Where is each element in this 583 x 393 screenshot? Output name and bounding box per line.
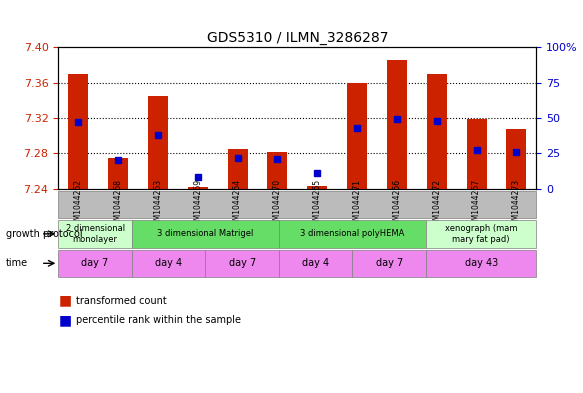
Text: GSM1044269: GSM1044269 [193, 179, 202, 230]
Text: day 4: day 4 [302, 258, 329, 268]
Text: 2 dimensional
monolayer: 2 dimensional monolayer [65, 224, 125, 244]
Text: GSM1044273: GSM1044273 [512, 179, 521, 230]
Bar [387, 61, 407, 189]
Bar [68, 74, 88, 189]
Bar [279, 220, 426, 248]
Bar [353, 250, 426, 277]
Text: GSM1044270: GSM1044270 [273, 179, 282, 230]
Text: GSM1044268: GSM1044268 [114, 179, 122, 230]
Text: GSM1044262: GSM1044262 [73, 179, 83, 230]
Text: GSM1044267: GSM1044267 [472, 179, 481, 230]
Bar [347, 83, 367, 189]
Bar [58, 220, 132, 248]
Bar [58, 250, 132, 277]
Bar [188, 187, 208, 189]
Text: 3 dimensional polyHEMA: 3 dimensional polyHEMA [300, 230, 405, 238]
Text: GSM1044263: GSM1044263 [153, 179, 163, 230]
Text: growth protocol: growth protocol [6, 229, 82, 239]
Title: GDS5310 / ILMN_3286287: GDS5310 / ILMN_3286287 [206, 31, 388, 45]
Text: ■: ■ [58, 313, 72, 327]
Text: transformed count: transformed count [76, 296, 167, 306]
Text: day 7: day 7 [82, 258, 108, 268]
Text: GSM1044271: GSM1044271 [353, 179, 361, 230]
Bar [268, 152, 287, 189]
Bar [507, 129, 526, 189]
Text: GSM1044272: GSM1044272 [432, 179, 441, 230]
Text: time: time [6, 258, 28, 268]
Text: ■: ■ [58, 294, 72, 308]
Text: day 43: day 43 [465, 258, 498, 268]
Text: xenograph (mam
mary fat pad): xenograph (mam mary fat pad) [445, 224, 518, 244]
Bar [279, 250, 353, 277]
Bar [132, 250, 205, 277]
Bar [426, 250, 536, 277]
Text: percentile rank within the sample: percentile rank within the sample [76, 315, 241, 325]
Bar [307, 186, 327, 189]
Text: day 7: day 7 [229, 258, 256, 268]
Text: day 7: day 7 [375, 258, 403, 268]
Bar [148, 96, 168, 189]
Text: GSM1044266: GSM1044266 [392, 179, 402, 230]
Text: 3 dimensional Matrigel: 3 dimensional Matrigel [157, 230, 254, 238]
Bar [426, 220, 536, 248]
Bar [227, 149, 248, 189]
Text: GSM1044265: GSM1044265 [312, 179, 322, 230]
Text: day 4: day 4 [155, 258, 182, 268]
Text: GSM1044264: GSM1044264 [233, 179, 242, 230]
Bar [427, 74, 447, 189]
Bar [132, 220, 279, 248]
Bar [205, 250, 279, 277]
Bar [466, 119, 487, 189]
Bar [108, 158, 128, 189]
